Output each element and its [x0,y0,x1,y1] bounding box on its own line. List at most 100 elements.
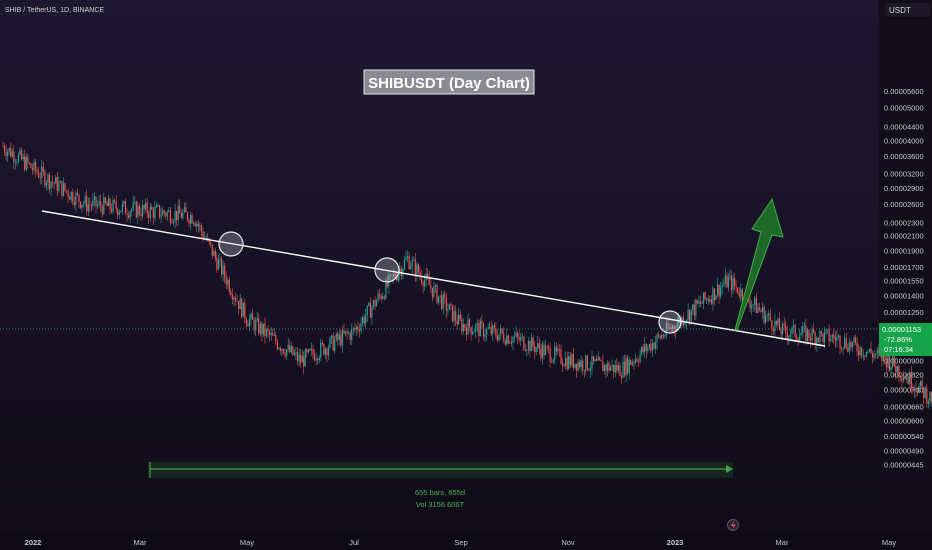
candle [134,195,136,206]
measure-volume-label: Vol 3156.606T [416,500,465,509]
candle [507,334,509,345]
candle [344,331,347,337]
candle [292,345,294,356]
candle [509,340,511,344]
time-tick-label: 2022 [25,538,42,547]
candle [140,207,142,221]
candle [444,290,446,304]
candle [554,342,556,365]
candle [588,368,590,372]
candle [62,177,65,197]
candle [537,336,539,353]
candle [269,329,271,342]
candle [526,348,528,357]
candle [313,349,316,362]
candle [159,204,161,220]
candle [740,283,742,303]
candle [693,299,695,321]
candle [354,322,356,333]
candle [53,181,55,190]
candle [610,365,612,372]
candle [50,181,52,197]
candle [343,323,345,335]
time-axis[interactable]: 2022MarMayJulSepNov2023MarMayJulSepNov20… [25,538,932,547]
candle [499,324,502,340]
candle [839,334,841,355]
candle [490,321,492,337]
candle [562,358,564,372]
candle [341,325,343,353]
candle [929,391,931,407]
candle [923,386,925,405]
candle [112,195,114,215]
candle [912,383,914,394]
candle [357,321,359,334]
candle [267,325,269,338]
price-axis[interactable]: 0.00005600 0.00005000 0.00004400 0.00004000… [884,87,924,470]
candle [231,287,233,305]
candle [318,355,320,364]
candle [574,363,576,370]
candle [303,351,305,374]
candle [120,210,122,213]
candle [552,358,554,365]
candle [636,356,638,363]
candle [413,256,415,261]
candle [227,277,229,290]
candle [631,358,633,367]
candle [362,315,364,327]
candle [506,328,508,347]
candle [132,195,134,213]
candle [320,338,322,362]
candle [757,303,759,314]
candle [465,323,467,341]
candle [200,223,202,238]
candle [799,328,801,342]
candle [583,369,585,378]
candle [582,357,584,376]
measure-range[interactable] [148,462,733,478]
candle [907,372,909,385]
candle [586,355,588,371]
candle [792,319,795,334]
candle [555,342,557,356]
candle [659,334,661,341]
candle [532,335,534,351]
candle [135,200,137,219]
candle [107,194,109,207]
candle [844,333,846,350]
candle [217,254,220,271]
candle [718,284,720,304]
candle [593,355,595,365]
trend-line[interactable] [41,210,826,347]
candle [131,207,133,217]
candle [368,301,370,307]
candle [151,204,153,210]
candle [695,298,697,321]
candle [445,293,447,319]
candle [920,380,922,388]
candle [441,290,443,311]
candle [416,261,418,282]
candle [262,323,264,337]
candle [853,335,855,346]
candle [143,204,145,215]
time-tick-label: Jul [349,538,359,547]
candle [856,336,858,357]
candle [698,295,700,309]
candle [148,210,150,224]
candle [11,148,13,158]
candle [645,343,647,359]
candle [558,343,561,357]
candle [323,343,325,356]
candle [472,325,474,336]
candle [653,341,655,350]
candle [616,358,618,374]
candle [155,202,158,208]
price-tick-label: 0.00002300 [884,218,924,227]
candle [157,202,159,208]
candle [864,355,866,361]
candle [382,291,384,300]
currency-box[interactable] [885,3,930,17]
